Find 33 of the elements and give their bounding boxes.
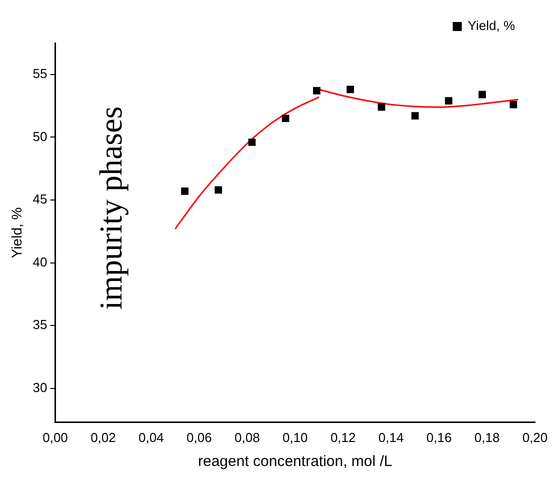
x-tick-label: 0,06 — [186, 430, 212, 445]
point — [181, 188, 188, 195]
point — [411, 112, 419, 120]
y-axis-title: Yield, % — [8, 207, 24, 258]
x-tick-label: 0,08 — [234, 430, 260, 445]
annotation: impurity phases — [92, 106, 129, 310]
point — [444, 97, 452, 104]
point — [510, 100, 518, 108]
point — [282, 114, 290, 122]
point — [248, 138, 256, 146]
x-tick-label: 0,04 — [138, 430, 164, 445]
y-tick-label: 40 — [32, 254, 48, 270]
point — [313, 87, 320, 94]
point — [214, 186, 222, 194]
point — [478, 90, 486, 98]
line-series — [174, 96, 320, 230]
x-axis-title: reagent concentration, mol /L — [198, 453, 392, 470]
point — [346, 86, 354, 94]
x-tick-label: 0,18 — [474, 430, 500, 445]
y-tick-label: 50 — [32, 128, 48, 144]
x-tick-label: 0,14 — [378, 430, 404, 445]
y-tick-label: 45 — [32, 192, 48, 207]
y-tick-label: 30 — [32, 380, 48, 396]
y-tick-label: 35 — [32, 317, 48, 332]
x-tick-label: 0,16 — [426, 430, 452, 445]
x-tick-label: 0,00 — [42, 430, 68, 445]
point — [378, 103, 386, 111]
x-tick-label: 0,12 — [330, 430, 356, 445]
x-tick-label: 0,20 — [522, 430, 548, 445]
y-tick-label: 55 — [32, 66, 48, 81]
x-tick-label: 0,02 — [90, 430, 116, 445]
legend-label: Yield, % — [468, 18, 516, 34]
x-tick-label: 0,10 — [282, 430, 308, 445]
